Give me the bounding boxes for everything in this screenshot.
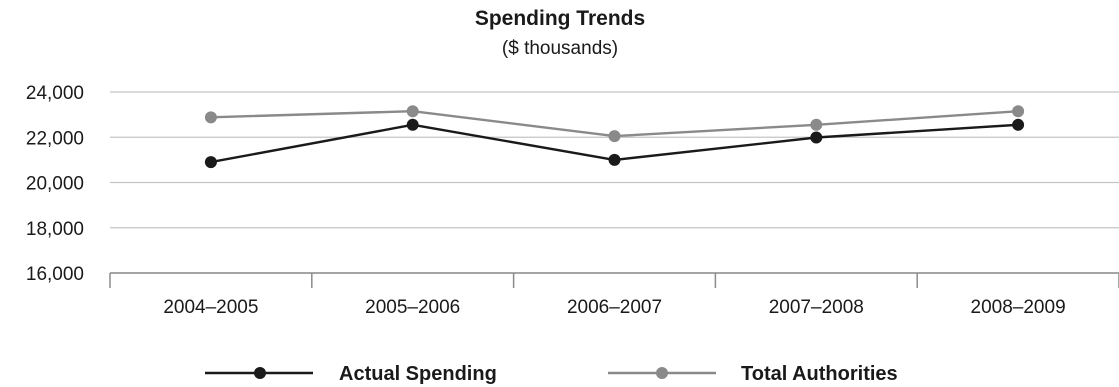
y-tick-label: 24,000 bbox=[26, 83, 84, 104]
y-axis-tick-labels: 16,000 18,000 20,000 22,000 24,000 bbox=[26, 83, 84, 285]
y-tick-label: 18,000 bbox=[26, 219, 84, 240]
y-tick-label: 22,000 bbox=[26, 128, 84, 149]
legend-label: Total Authorities bbox=[741, 363, 898, 385]
data-point bbox=[1012, 105, 1025, 118]
data-point bbox=[204, 111, 217, 124]
x-tick-label: 2004–2005 bbox=[163, 297, 258, 318]
data-point bbox=[204, 156, 217, 169]
data-point bbox=[608, 130, 621, 143]
x-axis bbox=[109, 272, 1119, 288]
x-tick-label: 2007–2008 bbox=[769, 297, 864, 318]
data-point bbox=[406, 105, 419, 118]
plot-series bbox=[204, 105, 1025, 169]
data-point bbox=[810, 131, 823, 144]
gridlines bbox=[110, 91, 1119, 274]
y-tick-label: 20,000 bbox=[26, 174, 84, 195]
data-point bbox=[608, 153, 621, 166]
x-axis-tick-labels: 2004–2005 2005–2006 2006–2007 2007–2008 2008… bbox=[163, 297, 1065, 318]
legend-label: Actual Spending bbox=[339, 363, 497, 385]
legend-marker bbox=[656, 367, 668, 379]
x-tick-label: 2008–2009 bbox=[971, 297, 1066, 318]
legend: Actual Spending Total Authorities bbox=[205, 363, 898, 385]
chart-subtitle: ($ thousands) bbox=[502, 38, 618, 59]
chart-title: Spending Trends bbox=[475, 7, 645, 30]
data-point bbox=[406, 118, 419, 131]
data-point bbox=[810, 118, 823, 131]
y-tick-label: 16,000 bbox=[26, 264, 84, 285]
data-point bbox=[1012, 118, 1025, 131]
x-tick-label: 2005–2006 bbox=[365, 297, 460, 318]
legend-marker bbox=[254, 367, 266, 379]
x-tick-label: 2006–2007 bbox=[567, 297, 662, 318]
